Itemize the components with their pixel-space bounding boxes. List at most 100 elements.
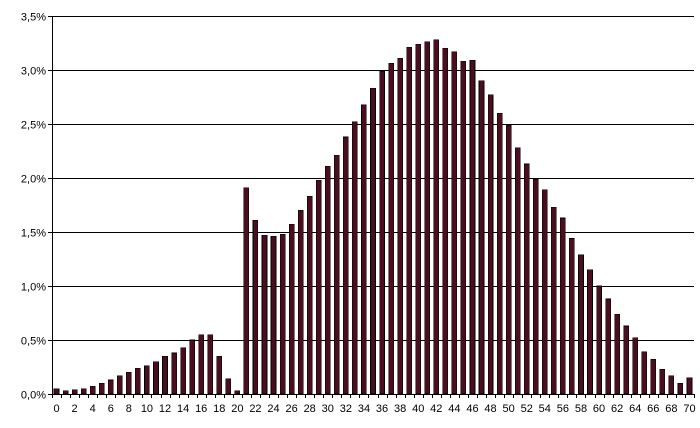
y-tick-label: 3,0% <box>21 66 46 78</box>
bar <box>587 269 593 395</box>
bar <box>451 51 458 395</box>
x-tick-label: 24 <box>267 403 279 415</box>
bar <box>532 178 539 395</box>
bar <box>315 179 322 395</box>
bar <box>614 313 620 395</box>
x-tick-label: 36 <box>376 403 388 415</box>
bar <box>397 57 403 395</box>
x-tick-label: 38 <box>394 403 406 415</box>
bar <box>569 238 575 395</box>
y-tick-label: 2,5% <box>21 120 46 132</box>
bars <box>53 39 693 395</box>
bar <box>632 337 639 395</box>
bar <box>89 386 96 395</box>
bar <box>107 379 114 395</box>
bar <box>80 388 87 395</box>
x-tick-label: 52 <box>521 403 533 415</box>
bar <box>668 375 675 395</box>
x-tick-label: 66 <box>647 403 659 415</box>
bar <box>270 236 277 395</box>
bar <box>686 377 693 395</box>
bar <box>659 368 666 395</box>
x-tick-label: 10 <box>141 403 153 415</box>
bar <box>514 147 521 395</box>
bar <box>650 359 657 395</box>
bar <box>171 352 177 395</box>
bar <box>424 41 431 395</box>
bar <box>117 375 123 395</box>
bar <box>442 48 449 395</box>
bar <box>677 382 684 395</box>
bar <box>379 70 385 395</box>
x-tick-label: 26 <box>285 403 297 415</box>
y-tick-label: 2,0% <box>21 174 46 186</box>
x-tick-label: 64 <box>629 403 641 415</box>
bar <box>207 334 214 395</box>
x-tick-label: 62 <box>611 403 623 415</box>
bar <box>460 61 467 395</box>
bar <box>370 88 376 395</box>
bar <box>478 80 485 395</box>
x-tick-label: 16 <box>195 403 207 415</box>
x-tick-label: 32 <box>340 403 352 415</box>
bar <box>135 367 141 395</box>
bar <box>551 206 557 395</box>
bar <box>261 234 268 395</box>
x-tick-label: 50 <box>503 403 515 415</box>
bar <box>144 365 150 395</box>
bar <box>406 47 412 395</box>
x-tick-label: 58 <box>575 403 587 415</box>
bar <box>180 347 186 395</box>
x-tick-label: 20 <box>231 403 243 415</box>
bar <box>496 112 503 395</box>
bar <box>523 163 530 395</box>
bar <box>388 63 394 395</box>
bar <box>469 59 476 395</box>
y-tick-label: 0,5% <box>21 336 46 348</box>
bar <box>288 224 295 395</box>
x-tick-label: 56 <box>557 403 569 415</box>
x-tick-label: 30 <box>322 403 334 415</box>
bar <box>334 155 340 395</box>
bar <box>98 382 105 395</box>
bar <box>279 233 286 395</box>
bar <box>198 334 204 395</box>
x-tick-label: 40 <box>412 403 424 415</box>
x-tick-label: 18 <box>213 403 225 415</box>
x-tick-label: 46 <box>466 403 478 415</box>
x-tick-label: 42 <box>430 403 442 415</box>
x-tick-label: 48 <box>484 403 496 415</box>
bar <box>605 298 611 395</box>
bar <box>505 124 512 395</box>
y-tick-label: 1,0% <box>21 282 46 294</box>
x-tick-label: 6 <box>108 403 114 415</box>
bar <box>324 165 331 395</box>
bar <box>153 361 159 395</box>
bar <box>162 355 168 395</box>
bar <box>415 43 421 395</box>
y-tick-labels: 0,0% 0,5% 1,0% 1,5% 2,0% 2,5% 3,0% 3,5% <box>21 12 52 402</box>
y-tick-label: 1,5% <box>21 228 46 240</box>
bar <box>487 94 494 395</box>
bar <box>596 285 602 395</box>
bar <box>433 39 440 395</box>
x-tick-label: 34 <box>358 403 370 415</box>
axes <box>52 16 694 395</box>
bar <box>306 196 313 395</box>
x-tick-label: 14 <box>177 403 189 415</box>
bar <box>234 390 241 395</box>
bar <box>623 325 629 395</box>
bar <box>560 217 566 395</box>
y-tick-label: 0,0% <box>21 390 46 402</box>
x-tick-label: 12 <box>159 403 171 415</box>
bar <box>252 219 259 395</box>
x-tick-label: 4 <box>90 403 96 415</box>
x-tick-label: 22 <box>249 403 261 415</box>
bar <box>361 104 367 395</box>
bar <box>71 389 78 395</box>
x-tick-labels: 0 2 4 6 8 10 12 14 16 18 20 22 24 26 28 30 32 34 36 38 40 42 4… <box>52 394 696 415</box>
x-tick-label: 70 <box>683 403 695 415</box>
bar <box>189 339 195 395</box>
x-tick-label: 0 <box>53 403 59 415</box>
